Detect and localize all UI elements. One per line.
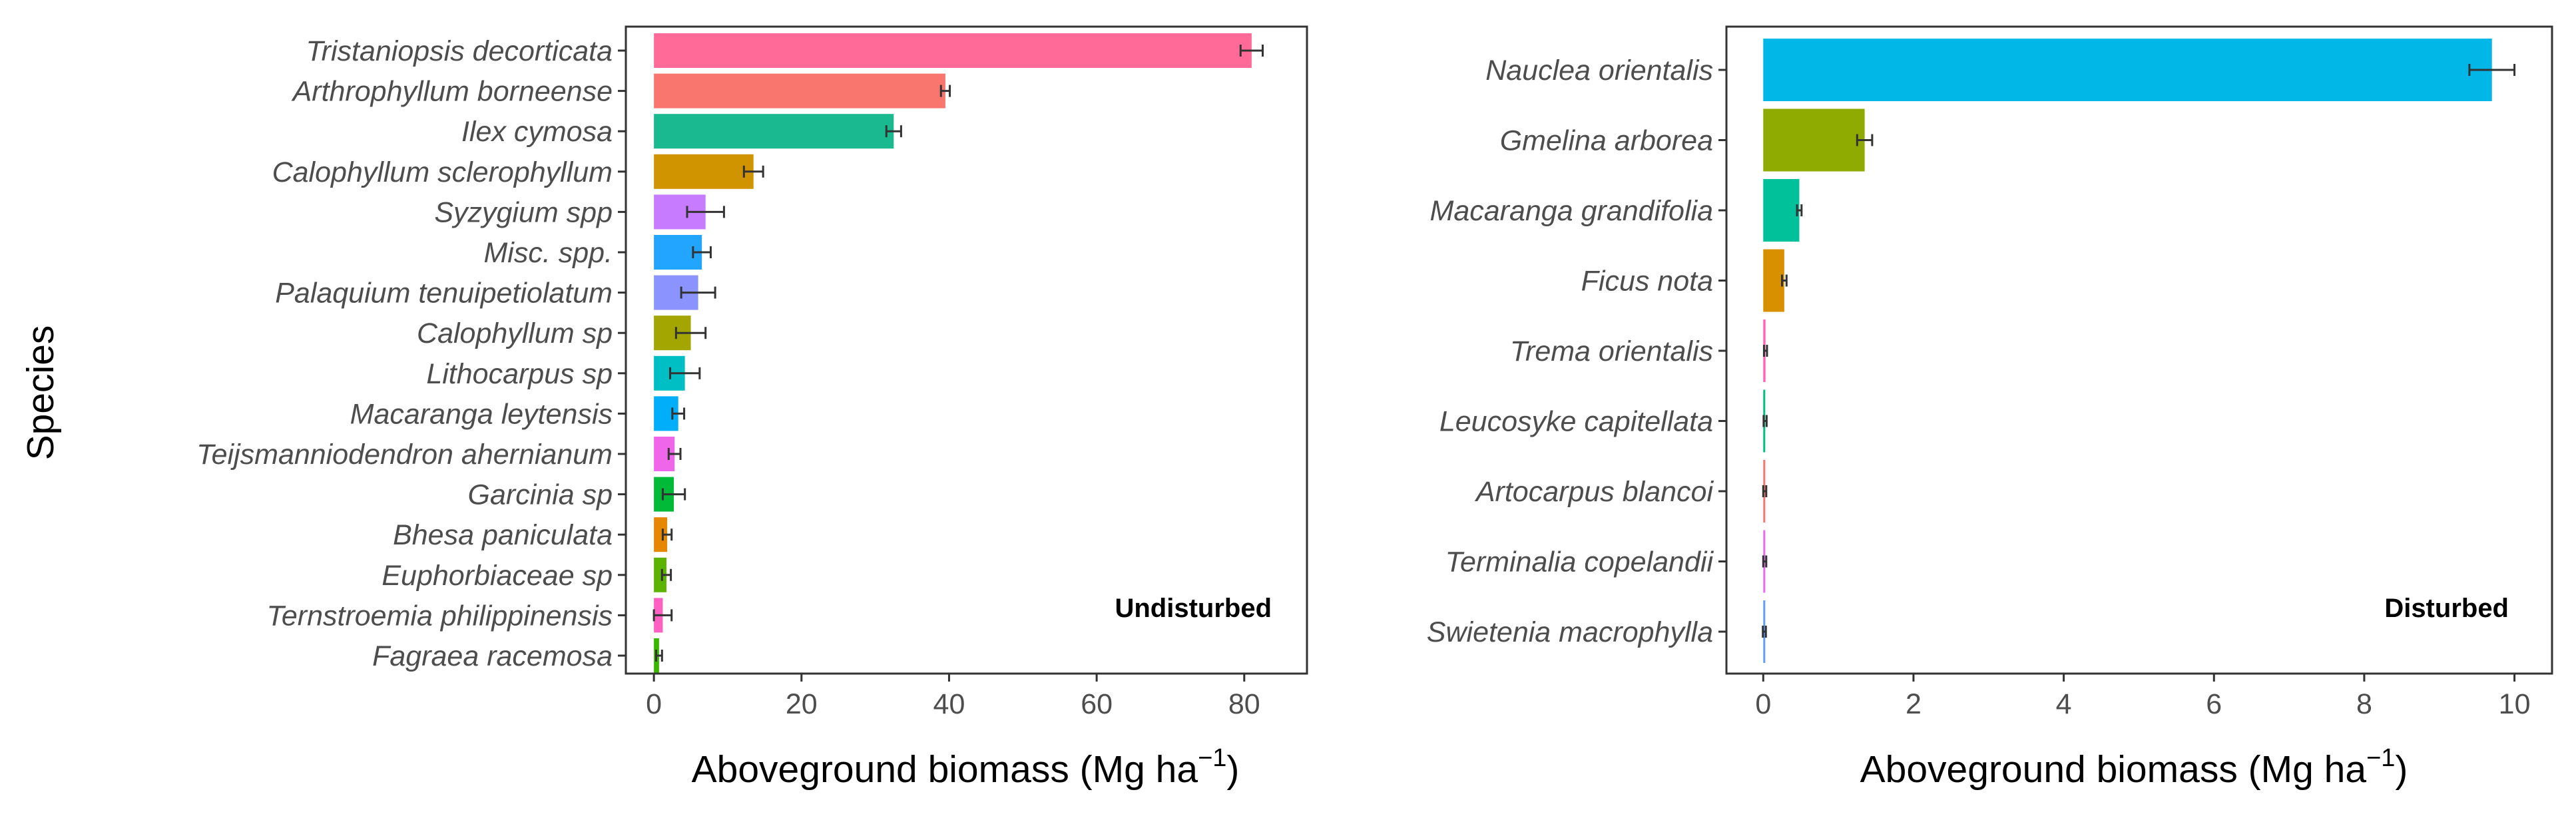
category-label: Ternstroemia philippinensis bbox=[267, 600, 613, 632]
error-bar bbox=[686, 206, 725, 218]
error-bar bbox=[674, 327, 707, 339]
category-label: Ilex cymosa bbox=[461, 116, 613, 148]
category-label: Garcinia sp bbox=[468, 479, 613, 511]
error-bar bbox=[652, 609, 673, 622]
error-bar bbox=[742, 165, 764, 178]
bar-nauclea-orientalis bbox=[1763, 39, 2492, 101]
error-bar bbox=[669, 367, 701, 379]
error-bar bbox=[885, 125, 902, 138]
error-bar bbox=[692, 246, 712, 258]
disturbed-chart: Nauclea orientalis Gmelina arborea Macaran… bbox=[1427, 25, 2553, 791]
error-bar bbox=[939, 85, 951, 97]
y-axis-title: Species bbox=[19, 325, 62, 461]
x-tick-label: 10 bbox=[2499, 688, 2531, 720]
x-tick-label: 0 bbox=[646, 688, 662, 720]
category-label: Macaranga leytensis bbox=[350, 398, 613, 430]
error-bar bbox=[661, 528, 673, 541]
error-bar bbox=[660, 568, 672, 581]
category-label: Trema orientalis bbox=[1510, 335, 1713, 367]
undisturbed-chart: Tristaniopsis decorticata Arthrophyllum b… bbox=[19, 25, 1308, 791]
x-tick-label: 0 bbox=[1755, 688, 1771, 720]
x-axis-title: Aboveground biomass (Mg ha−1) bbox=[1860, 744, 2408, 791]
category-label: Calophyllum sp bbox=[417, 317, 613, 349]
bar-tristaniopsis-decorticata bbox=[654, 33, 1252, 68]
category-label: Fagraea racemosa bbox=[372, 640, 613, 672]
error-bar bbox=[1796, 204, 1803, 216]
category-label: Syzygium spp bbox=[434, 196, 613, 228]
x-tick-label: 60 bbox=[1081, 688, 1113, 720]
category-label: Leucosyke capitellata bbox=[1439, 406, 1713, 438]
category-label: Artocarpus blancoi bbox=[1474, 476, 1714, 508]
x-tick-label: 40 bbox=[933, 688, 965, 720]
category-label: Calophyllum sclerophyllum bbox=[272, 156, 613, 188]
error-bar bbox=[1856, 134, 1874, 146]
bar-bhesa-paniculata bbox=[654, 517, 668, 552]
error-bar bbox=[2468, 64, 2516, 76]
category-label: Ficus nota bbox=[1581, 266, 1713, 298]
bar-gmelina-arborea bbox=[1763, 108, 1865, 172]
category-label: Tristaniopsis decorticata bbox=[306, 35, 613, 67]
x-tick-label: 2 bbox=[1906, 688, 1922, 720]
error-bar bbox=[1762, 626, 1767, 638]
bar-ficus-nota bbox=[1763, 249, 1784, 312]
error-bar bbox=[680, 286, 716, 299]
category-label: Terminalia copelandii bbox=[1445, 546, 1714, 578]
error-bar bbox=[667, 448, 682, 460]
error-bar bbox=[1762, 485, 1768, 497]
category-label: Palaquium tenuipetiolatum bbox=[275, 278, 613, 310]
error-bar bbox=[1762, 345, 1768, 357]
x-tick-label: 4 bbox=[2056, 688, 2072, 720]
category-label: Misc. spp. bbox=[483, 237, 613, 269]
x-axis-title: Aboveground biomass (Mg ha−1) bbox=[692, 744, 1240, 791]
panel-label: Undisturbed bbox=[1115, 594, 1272, 623]
bar-euphorbiaceae-sp bbox=[654, 557, 666, 592]
category-label: Lithocarpus sp bbox=[426, 358, 613, 390]
bar-ilex-cymosa bbox=[654, 114, 894, 149]
error-bar bbox=[1239, 45, 1264, 57]
category-label: Bhesa paniculata bbox=[393, 519, 613, 551]
x-tick-label: 20 bbox=[786, 688, 818, 720]
error-bar bbox=[671, 407, 686, 420]
error-bar bbox=[1762, 415, 1768, 427]
error-bar bbox=[661, 488, 686, 501]
error-bar bbox=[654, 650, 663, 662]
category-label: Euphorbiaceae sp bbox=[382, 560, 613, 592]
category-label: Teijsmanniodendron ahernianum bbox=[196, 439, 613, 471]
bar-arthrophyllum-borneense bbox=[654, 73, 945, 108]
category-label: Gmelina arborea bbox=[1500, 125, 1713, 157]
panel-border bbox=[625, 25, 1308, 675]
bar-calophyllum-sclerophyllum bbox=[654, 154, 754, 189]
x-tick-label: 6 bbox=[2206, 688, 2222, 720]
x-tick-label: 8 bbox=[2356, 688, 2372, 720]
category-label: Nauclea orientalis bbox=[1485, 55, 1713, 87]
error-bar bbox=[1780, 274, 1788, 287]
error-bar bbox=[1762, 555, 1768, 568]
panel-label: Disturbed bbox=[2384, 594, 2509, 623]
category-label: Arthrophyllum borneense bbox=[291, 76, 613, 108]
category-label: Macaranga grandifolia bbox=[1430, 195, 1714, 227]
category-label: Swietenia macrophylla bbox=[1427, 616, 1713, 648]
x-tick-label: 80 bbox=[1228, 688, 1260, 720]
bar-macaranga-grandifolia bbox=[1763, 179, 1800, 242]
